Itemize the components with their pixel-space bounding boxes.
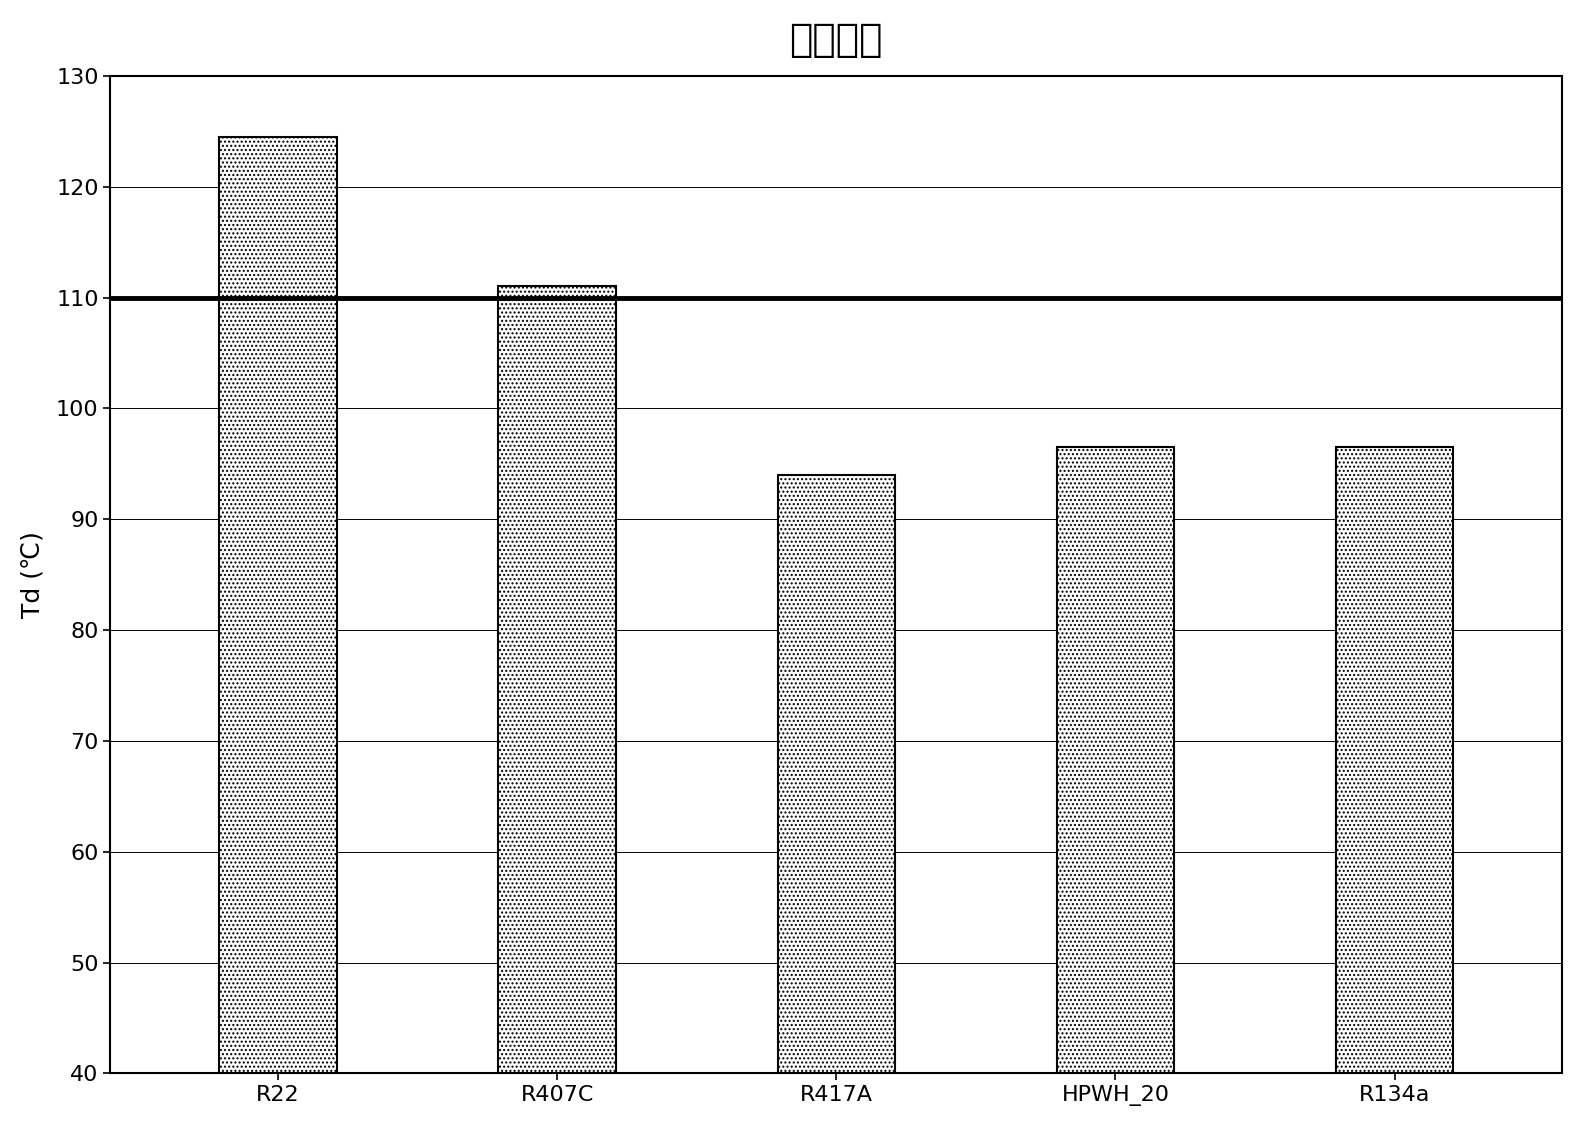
Y-axis label: Td (℃): Td (℃) xyxy=(21,531,44,618)
Title: 排气温度: 排气温度 xyxy=(790,20,883,59)
Bar xyxy=(220,136,337,1073)
Bar xyxy=(499,286,616,1073)
Bar xyxy=(777,474,894,1073)
Bar xyxy=(1336,447,1453,1073)
Bar xyxy=(1057,447,1175,1073)
